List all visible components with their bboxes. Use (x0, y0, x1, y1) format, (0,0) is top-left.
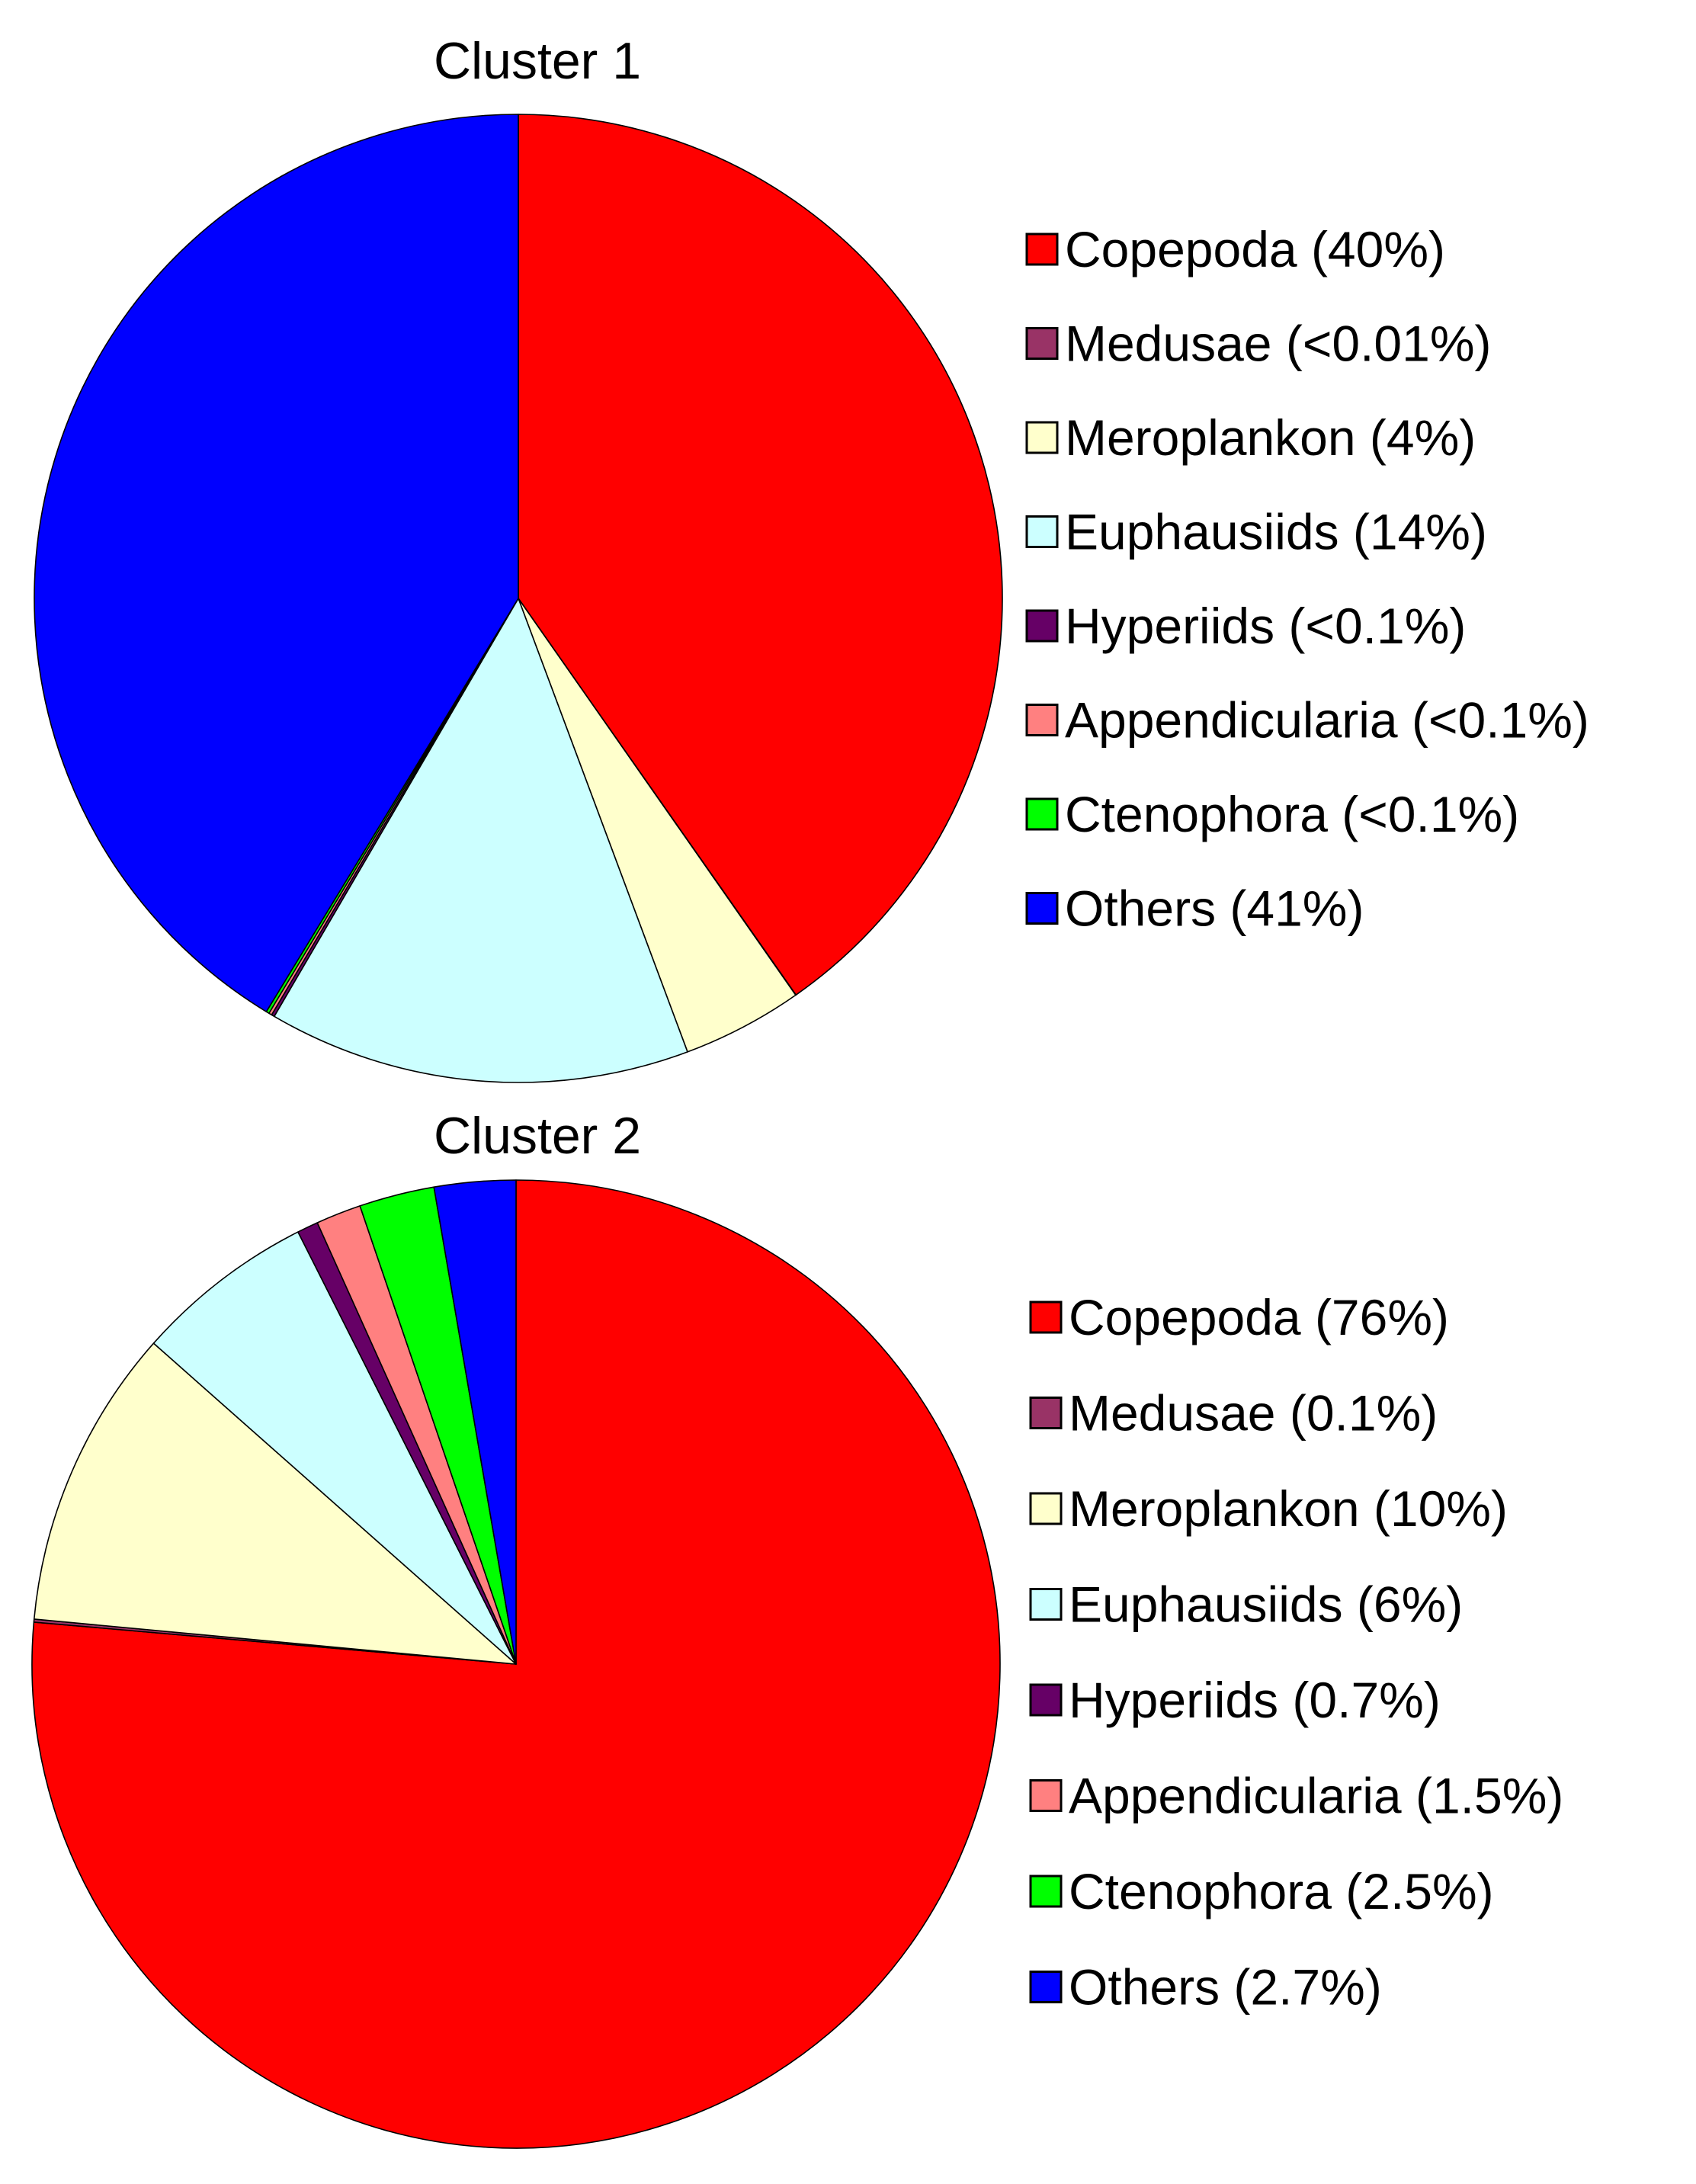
chart-title-cluster-2: Cluster 2 (434, 1107, 641, 1165)
legend-swatch-euphausiids (1029, 1588, 1063, 1621)
legend-swatch-meroplankon (1029, 1492, 1063, 1525)
legend-item-medusae: Medusae (0.1%) (1029, 1385, 1438, 1442)
legend-item-copepoda: Copepoda (76%) (1029, 1289, 1449, 1345)
legend-swatch-appendicularia (1025, 704, 1059, 736)
legend-cluster-2: Copepoda (76%) Medusae (0.1%) Meroplankon … (1029, 1289, 1563, 2016)
pie-slice-copepoda (518, 114, 1003, 996)
legend-label-copepoda: Copepoda (76%) (1069, 1289, 1449, 1345)
pie-slice-euphausiids (152, 1231, 517, 1665)
legend-item-medusae: Medusae (<0.01%) (1025, 316, 1492, 372)
legend-label-appendicularia: Appendicularia (<0.1%) (1065, 692, 1589, 749)
pie-slice-others (34, 114, 519, 1012)
legend-swatch-copepoda (1029, 1300, 1063, 1334)
pie-slice-euphausiids (273, 598, 688, 1083)
legend-swatch-euphausiids (1025, 515, 1059, 548)
legend-label-meroplankon: Meroplankon (4%) (1065, 409, 1476, 466)
legend-item-appendicularia: Appendicularia (<0.1%) (1025, 692, 1589, 749)
pie-cluster-2 (31, 1179, 1001, 2149)
legend-item-meroplankon: Meroplankon (10%) (1029, 1480, 1508, 1537)
chart-cluster-1: Cluster 1 Copepoda (40%) Medusae (<0.01%)… (34, 32, 1589, 1083)
legend-label-ctenophora: Ctenophora (<0.1%) (1065, 786, 1519, 842)
legend-swatch-medusae (1025, 327, 1059, 360)
legend-label-medusae: Medusae (<0.01%) (1065, 316, 1492, 372)
legend-item-euphausiids: Euphausiids (6%) (1029, 1576, 1463, 1633)
pie-slice-others (433, 1179, 517, 1665)
legend-swatch-ctenophora (1029, 1875, 1063, 1908)
chart-cluster-2: Cluster 2 Copepoda (76%) Medusae (0.1%) Me… (31, 1107, 1563, 2149)
legend-item-hyperiids: Hyperiids (0.7%) (1029, 1672, 1441, 1728)
legend-label-ctenophora: Ctenophora (2.5%) (1069, 1863, 1494, 1919)
legend-label-hyperiids: Hyperiids (0.7%) (1069, 1672, 1441, 1728)
legend-item-ctenophora: Ctenophora (<0.1%) (1025, 786, 1519, 842)
pie-cluster-1 (34, 114, 1003, 1083)
pie-slice-meroplankon (33, 1342, 517, 1665)
legend-label-medusae: Medusae (0.1%) (1069, 1385, 1438, 1442)
legend-swatch-appendicularia (1029, 1779, 1063, 1812)
legend-swatch-hyperiids (1025, 609, 1059, 643)
legend-swatch-copepoda (1025, 233, 1059, 266)
legend-label-others: Others (41%) (1065, 880, 1364, 937)
legend-label-hyperiids: Hyperiids (<0.1%) (1065, 598, 1466, 654)
legend-label-euphausiids: Euphausiids (6%) (1069, 1576, 1463, 1633)
legend-item-others: Others (41%) (1025, 880, 1364, 937)
chart-title-cluster-1: Cluster 1 (434, 32, 641, 90)
legend-item-others: Others (2.7%) (1029, 1959, 1382, 2016)
legend-item-euphausiids: Euphausiids (14%) (1025, 504, 1487, 560)
legend-swatch-hyperiids (1029, 1683, 1063, 1717)
legend-item-copepoda: Copepoda (40%) (1025, 221, 1445, 277)
legend-swatch-others (1029, 1971, 1063, 2003)
legend-item-hyperiids: Hyperiids (<0.1%) (1025, 598, 1466, 654)
legend-item-ctenophora: Ctenophora (2.5%) (1029, 1863, 1494, 1919)
legend-swatch-ctenophora (1025, 797, 1059, 831)
legend-label-appendicularia: Appendicularia (1.5%) (1069, 1768, 1563, 1824)
legend-label-copepoda: Copepoda (40%) (1065, 221, 1445, 277)
legend-swatch-medusae (1029, 1397, 1063, 1429)
legend-item-meroplankon: Meroplankon (4%) (1025, 409, 1476, 466)
legend-swatch-meroplankon (1025, 421, 1059, 454)
legend-item-appendicularia: Appendicularia (1.5%) (1029, 1768, 1563, 1824)
legend-cluster-1: Copepoda (40%) Medusae (<0.01%) Meroplanko… (1025, 221, 1589, 937)
legend-swatch-others (1025, 892, 1059, 925)
legend-label-euphausiids: Euphausiids (14%) (1065, 504, 1487, 560)
legend-label-meroplankon: Meroplankon (10%) (1069, 1480, 1508, 1537)
legend-label-others: Others (2.7%) (1069, 1959, 1382, 2016)
